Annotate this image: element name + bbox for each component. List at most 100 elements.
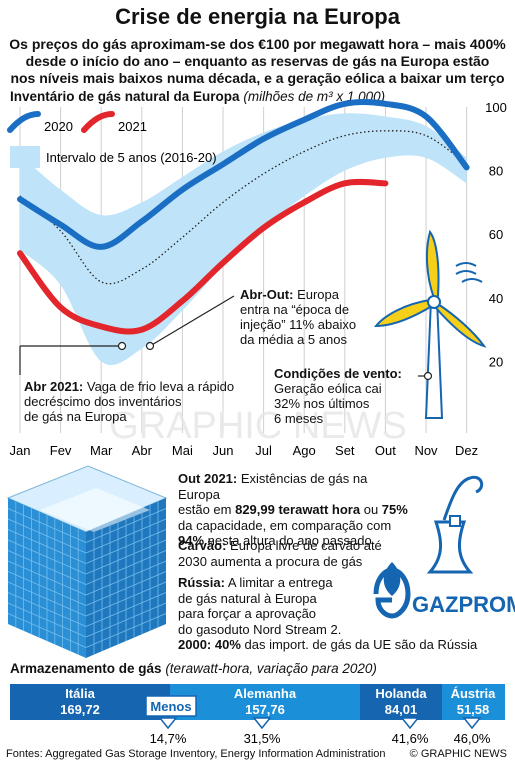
storage-unit: (terawatt-hora, variação para 2020)	[165, 661, 377, 676]
subtitle-line: nos níveis mais baixos numa década, e a …	[10, 70, 505, 86]
storage-segment-austria	[442, 684, 505, 720]
legend-2020: 2020	[44, 119, 73, 134]
storage-change: 46,0%	[454, 731, 491, 746]
legend-band-swatch	[10, 146, 40, 168]
annotation-label: Abr 2021:	[24, 379, 84, 394]
y-tick-label: 100	[485, 100, 507, 115]
info-text: 2030 aumenta a procura de gás	[178, 553, 363, 569]
x-tick-label: Abr	[132, 443, 153, 458]
annotation-text: entra na “época de	[240, 302, 350, 317]
change-markers	[158, 717, 482, 730]
y-tick-label: 80	[489, 164, 503, 179]
storage-value: 51,58	[457, 702, 490, 717]
annotation-text: 6 meses	[274, 411, 324, 426]
subtitle-line: Os preços do gás aproximam-se dos €100 p…	[9, 36, 506, 52]
storage-title-text: Armazenamento de gás	[10, 661, 162, 676]
x-tick-label: Ago	[293, 443, 316, 458]
annotation-abr-2021: Abr 2021: Vaga de frio leva a rápido dec…	[24, 379, 244, 424]
info-value: 40%	[211, 637, 241, 652]
info-value: 94%	[178, 533, 205, 548]
footer-brand: © GRAPHIC NEWS	[409, 748, 507, 760]
annotation-text: da média a 5 anos	[240, 332, 347, 347]
y-tick-label: 20	[489, 354, 503, 369]
info-text: nesta altura do ano passado	[204, 533, 372, 548]
annotation-text: Geração eólica cai	[274, 381, 382, 396]
y-tick-label: 60	[489, 227, 503, 242]
info-carvao: Carvão: Europa livre de carvão até 2030 …	[178, 538, 408, 569]
annotation-text: Europa	[297, 287, 339, 302]
info-russia: Rússia: A limitar a entrega de gás natur…	[178, 575, 378, 637]
info-2000: 2000: 40% das import. de gás da UE são d…	[178, 637, 498, 653]
storage-value: 169,72	[60, 702, 100, 717]
x-tick-label: Mar	[90, 443, 113, 458]
change-marker	[462, 717, 482, 730]
legend-2021: 2021	[118, 119, 147, 134]
change-marker	[252, 717, 272, 730]
legend: 2020 2021 Intervalo de 5 anos (2016-20)	[7, 111, 217, 168]
gas-storage-cube-icon	[6, 465, 168, 658]
series-2020-line	[17, 99, 470, 250]
info-label: Rússia:	[178, 575, 225, 590]
info-value: 829,99 terawatt hora	[235, 502, 361, 517]
x-tick-label: Dez	[455, 443, 478, 458]
x-tick-label: Jan	[10, 443, 31, 458]
info-out-2021: Out 2021: Existências de gás na Europa e…	[178, 471, 408, 549]
change-marker	[400, 717, 420, 730]
x-tick-label: Jun	[213, 443, 234, 458]
storage-country: Áustria	[451, 686, 497, 701]
storage-segment-italia	[10, 684, 170, 720]
watermark: GRAPHIC NEWS	[109, 405, 407, 447]
storage-segment-alemanha	[170, 684, 360, 720]
info-illustrations: GAZPROM	[6, 465, 515, 658]
menos-box	[145, 695, 197, 717]
info-text: estão em	[178, 502, 236, 517]
info-text: Existências de gás na Europa	[178, 471, 368, 502]
subtitle-line: desde o início do ano – enquanto as rese…	[25, 53, 490, 69]
storage-segment-holanda	[360, 684, 442, 720]
storage-country: Itália	[65, 686, 95, 701]
info-text: para forçar a aprovação	[178, 606, 317, 621]
annotation-label: Condições de vento:	[274, 366, 402, 381]
page-title: Crise de energia na Europa	[115, 4, 400, 29]
annotation-text: injeção” 11% abaixo	[240, 317, 357, 332]
change-marker	[158, 717, 178, 730]
storage-change: 31,5%	[244, 731, 281, 746]
legend-2020-swatch	[7, 111, 41, 133]
x-tick-label: Out	[375, 443, 396, 458]
info-label: Carvão:	[178, 538, 227, 553]
chart-title-text: Inventário de gás natural da Europa	[10, 89, 240, 104]
info-text: das import. de gás da UE são da Rússia	[240, 637, 478, 652]
legend-2021-swatch	[81, 111, 115, 133]
info-label: 2000:	[178, 637, 212, 652]
gazprom-wordmark: GAZPROM	[412, 592, 515, 617]
storage-title: Armazenamento de gás (terawatt-hora, var…	[10, 661, 377, 676]
annotation-text: 32% nos últimos	[274, 396, 370, 411]
storage-change: 41,6%	[392, 731, 429, 746]
storage-bar: Itália 169,72 Alemanha 157,76 Holanda 84…	[10, 684, 505, 746]
x-tick-label: Set	[335, 443, 355, 458]
info-text: ou	[360, 502, 382, 517]
subtitle: Os preços do gás aproximam-se dos €100 p…	[6, 36, 509, 87]
x-tick-label: Fev	[50, 443, 72, 458]
gazprom-logo: GAZPROM	[373, 562, 515, 619]
x-axis: Jan Fev Mar Abr Mai Jun Jul Ago Set Out Nov Dez	[10, 443, 479, 458]
storage-value: 84,01	[385, 702, 418, 717]
info-label: Out 2021:	[178, 471, 238, 486]
annotation-text: Vaga de frio leva a rápido	[83, 379, 235, 394]
info-text: da capacidade, em comparação com	[178, 517, 392, 533]
y-tick-label: 40	[489, 291, 503, 306]
y-axis: 20 40 60 80 100	[485, 100, 507, 369]
menos-label: Menos	[150, 699, 191, 714]
info-text: de gás natural à Europa	[178, 590, 317, 606]
five-year-band	[20, 113, 467, 366]
annotation-vento: Condições de vento: Geração eólica cai 3…	[274, 366, 424, 426]
legend-band: Intervalo de 5 anos (2016-20)	[46, 150, 217, 165]
storage-country: Alemanha	[234, 686, 297, 701]
annotation-text: decréscimo dos inventários	[24, 394, 182, 409]
x-tick-label: Nov	[414, 443, 438, 458]
info-text: A limitar a entrega	[224, 575, 333, 590]
annotation-leaders	[19, 295, 433, 381]
x-tick-label: Jul	[255, 443, 272, 458]
info-value: 75%	[381, 502, 408, 517]
footer-source: Fontes: Aggregated Gas Storage Inventory…	[6, 748, 386, 760]
